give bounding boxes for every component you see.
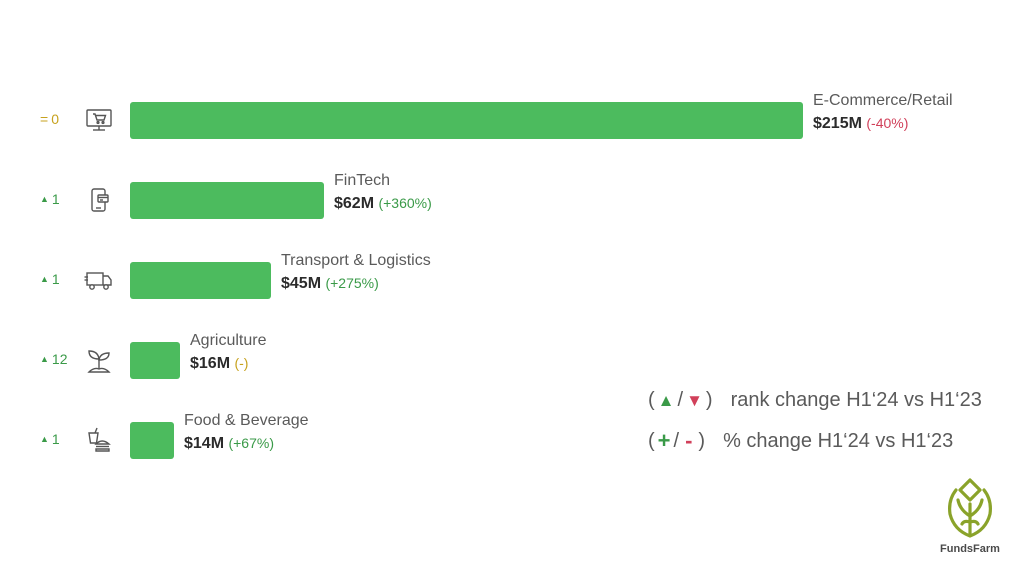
brand-name: FundsFarm [940,543,1000,555]
up-triangle-icon: ▲ [40,274,49,284]
value-label: $16M (-) [190,355,249,372]
bar [130,422,174,459]
change-label: (+360%) [378,195,432,211]
rank-change: ▲ 1 [40,271,80,287]
food-drink-icon [84,425,114,455]
legend-rank-open: ( [648,389,655,411]
equal-icon: = [40,111,49,127]
rank-change-value: 1 [51,271,60,287]
bar [130,182,324,219]
value-label: $62M (+360%) [334,195,432,212]
legend-minus-icon: - [685,428,693,453]
category-label: FinTech [334,172,391,189]
rank-change-value: 1 [51,431,60,447]
legend-up-triangle-icon: ▲ [657,390,675,410]
legend-rank-slash: / [677,389,684,411]
category-label: Agriculture [190,332,267,349]
bar [130,102,803,139]
change-label: (+67%) [228,435,274,451]
legend-rank-text: rank change H1‘24 vs H1‘23 [730,389,982,411]
legend-down-triangle-icon: ▼ [686,390,703,410]
bar-label: FinTech $62M (+360%) [334,170,432,215]
category-label: E-Commerce/Retail [813,92,953,109]
legend-pct-slash: / [673,429,680,452]
legend-pct-close: ) [698,429,706,452]
change-label: (-40%) [866,115,909,131]
value-label: $14M (+67%) [184,435,274,452]
legend-pct-open: ( [648,429,655,452]
legend-pct-text: % change H1‘24 vs H1‘23 [723,429,954,452]
rank-change: ▲ 1 [40,191,80,207]
legend-rank: ( ▲ / ▼ ) rank change H1‘24 vs H1‘23 [648,389,982,412]
mobile-payment-icon [84,185,114,215]
rank-change-value: 1 [51,191,60,207]
change-label: (-) [234,355,249,371]
computer-cart-icon [84,105,114,135]
up-triangle-icon: ▲ [40,434,49,444]
fundsfarm-logo [948,478,992,538]
bar-label: Agriculture $16M (-) [190,330,266,375]
legend-plus-icon: + [657,428,671,453]
rank-change-value: 12 [51,351,68,367]
rank-change: ▲ 12 [40,351,80,367]
bar-label: E-Commerce/Retail $215M (-40%) [813,90,953,135]
delivery-truck-icon [84,265,114,295]
legend-pct: ( + / - ) % change H1‘24 vs H1‘23 [648,428,953,454]
rank-change-value: 0 [51,111,59,127]
category-label: Transport & Logistics [281,252,431,269]
category-label: Food & Beverage [184,412,309,429]
change-label: (+275%) [325,275,379,291]
legend-rank-close: ) [705,389,713,411]
up-triangle-icon: ▲ [40,354,49,364]
bar [130,342,180,379]
bar-label: Food & Beverage $14M (+67%) [184,410,309,455]
value-label: $45M (+275%) [281,275,379,292]
bar [130,262,271,299]
up-triangle-icon: ▲ [40,194,49,204]
value-label: $215M (-40%) [813,115,909,132]
rank-change: ▲ 1 [40,431,80,447]
rank-change: = 0 [40,111,80,127]
bar-label: Transport & Logistics $45M (+275%) [281,250,431,295]
seedling-icon [84,345,114,375]
